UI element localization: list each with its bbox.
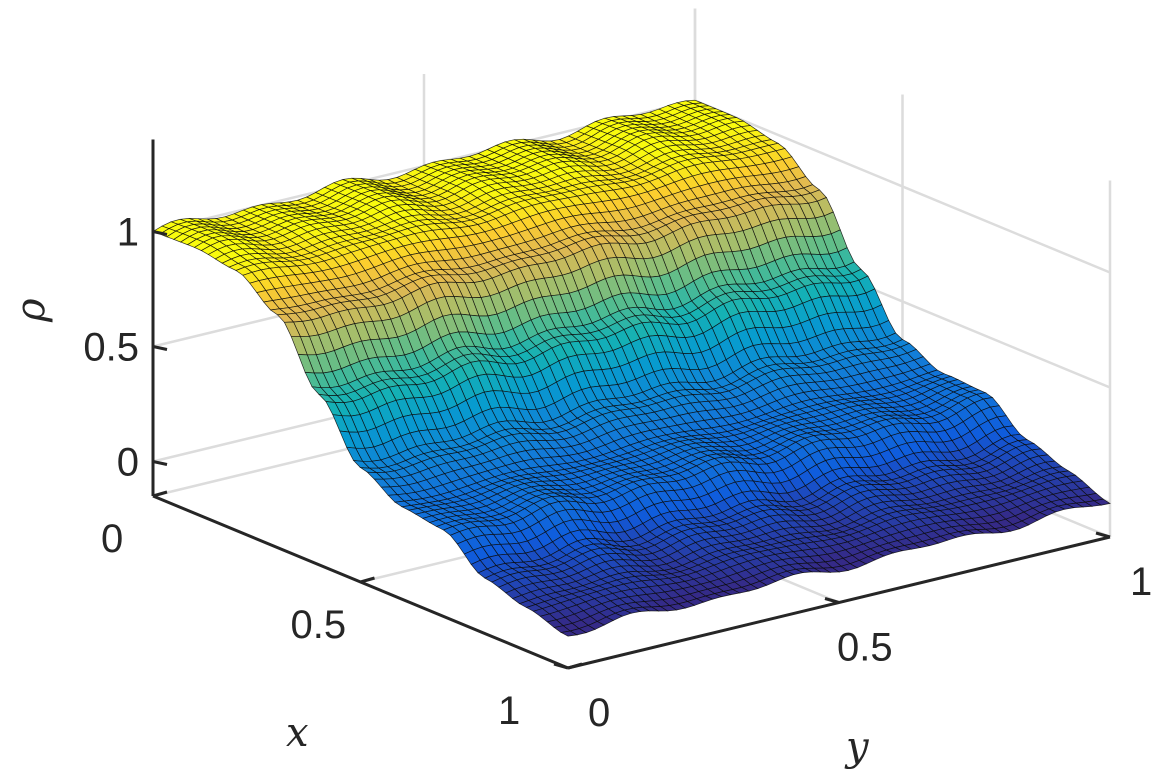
z-tick-mark <box>152 460 168 466</box>
x-tick-label: 0 <box>101 517 123 561</box>
z-tick-label: 0.5 <box>83 326 139 370</box>
y-tick-mark <box>1095 531 1111 539</box>
x-tick-label: 0.5 <box>291 603 347 647</box>
axes <box>151 139 1111 670</box>
x-tick-mark <box>152 490 168 498</box>
y-tick-mark <box>553 662 569 670</box>
x-tick-mark <box>360 576 375 584</box>
y-axis-title: y <box>844 724 870 769</box>
y-tick-label: 0 <box>588 691 610 735</box>
y-tick-label: 1 <box>1130 560 1152 604</box>
x-axis-title: x <box>286 710 309 756</box>
x-tick-mark <box>567 662 583 670</box>
y-tick-mark <box>824 597 840 604</box>
grid-line <box>694 99 1111 274</box>
z-tick-label: 1 <box>117 211 139 255</box>
x-tick-label: 1 <box>498 689 520 733</box>
z-tick-mark <box>152 345 168 351</box>
surface-patch <box>560 630 579 637</box>
z-tick-label: 0 <box>117 441 139 485</box>
z-axis-title: ρ <box>8 298 54 323</box>
z-tick-mark <box>152 230 168 236</box>
surface-mesh <box>152 99 1111 637</box>
y-tick-label: 0.5 <box>837 626 893 670</box>
tick-labels: 0 0.5 1 0 0.5 1 0 0.5 1 <box>83 211 1152 736</box>
